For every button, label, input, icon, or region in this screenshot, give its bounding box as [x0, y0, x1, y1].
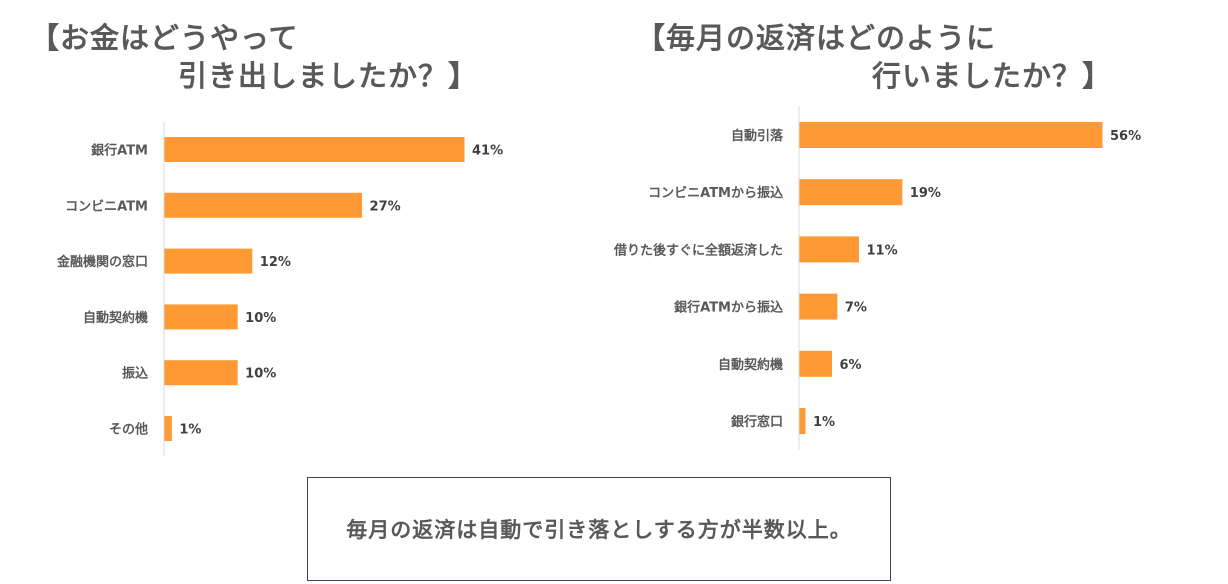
chart2-bar: [799, 293, 838, 320]
chart2-category-label: 自動引落: [731, 128, 784, 144]
chart1-category-label: その他: [109, 422, 148, 438]
chart2-value-label: 56%: [1110, 129, 1141, 144]
chart2-bar: [799, 122, 1103, 148]
summary-text: 毎月の返済は自動で引き落としする方が半数以上。: [346, 518, 852, 542]
chart2-bar: [799, 179, 903, 206]
chart1-category-label: 銀行ATM: [91, 143, 148, 159]
chart1-bar: [164, 416, 172, 441]
chart1-value-label: 41%: [472, 144, 503, 159]
chart2-value-label: 6%: [839, 358, 861, 373]
chart1-bar: [164, 304, 238, 330]
chart1-bar: [164, 137, 465, 162]
chart2-bar: [799, 408, 806, 434]
chart2-title-line2: 行いましたか？】: [872, 59, 1113, 93]
chart1-bar: [164, 360, 238, 386]
chart1-title-line2: 引き出しましたか？】: [178, 59, 479, 93]
chart2-bar: [799, 236, 860, 263]
chart1-bar: [164, 248, 253, 274]
chart1-value-label: 10%: [245, 311, 276, 326]
chart2-value-label: 19%: [910, 186, 941, 201]
chart2-value-label: 11%: [867, 243, 898, 258]
chart1-bar: [164, 192, 363, 218]
chart2-category-label: コンビニATMから振込: [648, 185, 784, 201]
chart1-category-label: 金融機関の窓口: [56, 254, 148, 270]
chart2-category-label: 借りた後すぐに全額返済した: [613, 242, 783, 258]
chart2-category-label: 自動契約機: [718, 357, 783, 373]
chart1-value-label: 27%: [370, 199, 401, 214]
chart2-bar: [799, 350, 832, 377]
summary-box: 毎月の返済は自動で引き落としする方が半数以上。: [307, 477, 891, 581]
chart2-value-label: 7%: [845, 301, 867, 316]
chart2-value-label: 1%: [813, 415, 835, 430]
chart1-value-label: 1%: [179, 423, 201, 438]
chart1-value-label: 12%: [260, 255, 291, 270]
chart1-category-label: コンビニATM: [65, 198, 148, 214]
chart1-category-label: 自動契約機: [83, 310, 148, 326]
chart2-title-line1: 【毎月の返済はどのように: [636, 21, 997, 55]
chart1-value-label: 10%: [245, 367, 276, 382]
chart2-category-label: 銀行窓口: [731, 414, 783, 430]
chart1-category-label: 振込: [122, 366, 149, 382]
chart1-title-line1: 【お金はどうやって: [30, 21, 299, 55]
chart2-category-label: 銀行ATMから振込: [674, 300, 784, 316]
